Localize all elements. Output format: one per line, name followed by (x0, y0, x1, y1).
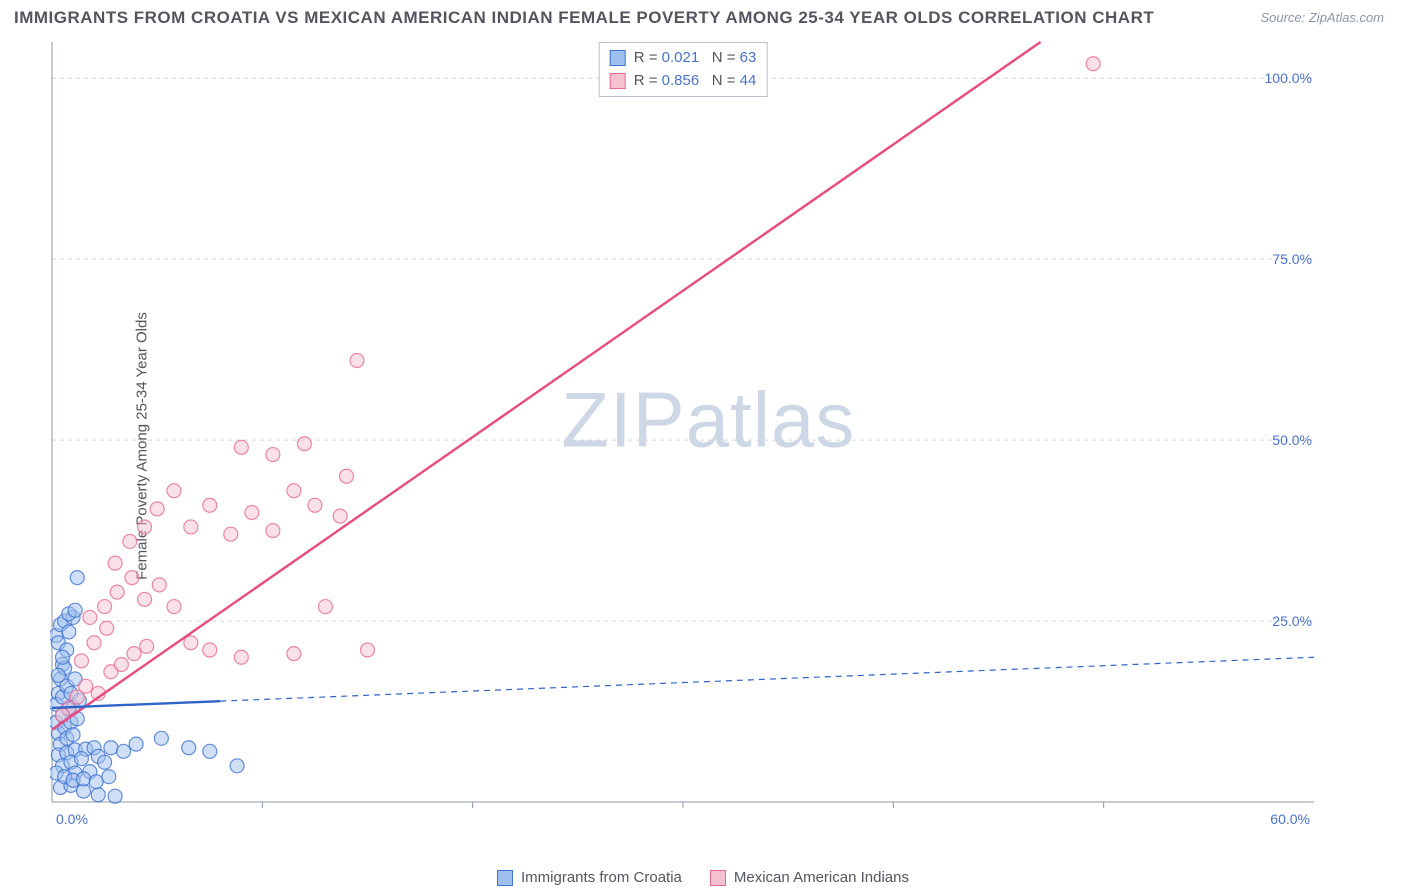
data-point (102, 770, 116, 784)
data-point (138, 592, 152, 606)
data-point (125, 571, 139, 585)
data-point (287, 484, 301, 498)
data-point (91, 788, 105, 802)
data-point (287, 647, 301, 661)
data-point (77, 772, 91, 786)
trend-line-pink (52, 42, 1041, 730)
data-point (98, 600, 112, 614)
series-legend-item: Mexican American Indians (710, 869, 909, 886)
blue-swatch-icon (610, 50, 626, 66)
data-point (74, 654, 88, 668)
y-tick-label: 25.0% (1272, 613, 1312, 629)
data-point (333, 509, 347, 523)
data-point (203, 498, 217, 512)
data-point (114, 657, 128, 671)
scatter-plot-svg: 25.0% 50.0% 75.0% 100.0% 0.0% 60.0% (50, 40, 1316, 832)
legend-stats-text: R = 0.856 N = 44 (634, 70, 757, 93)
legend-row: R = 0.856 N = 44 (610, 70, 757, 93)
data-point (123, 534, 137, 548)
data-point (51, 668, 65, 682)
data-point (83, 610, 97, 624)
legend-stats-text: R = 0.021 N = 63 (634, 47, 757, 70)
data-point (339, 469, 353, 483)
x-tick-label: 60.0% (1270, 811, 1310, 827)
data-point (108, 556, 122, 570)
data-point (234, 440, 248, 454)
source-attribution: Source: ZipAtlas.com (1260, 10, 1384, 25)
data-point (138, 520, 152, 534)
series-legend-item: Immigrants from Croatia (497, 869, 682, 886)
data-point (182, 741, 196, 755)
series-legend-label: Immigrants from Croatia (521, 869, 682, 886)
blue-swatch-icon (497, 870, 513, 886)
data-point (129, 737, 143, 751)
pink-swatch-icon (710, 870, 726, 886)
data-point (87, 636, 101, 650)
data-point (70, 571, 84, 585)
data-point (167, 484, 181, 498)
data-point (140, 639, 154, 653)
data-point (150, 502, 164, 516)
y-tick-label: 100.0% (1265, 70, 1312, 86)
chart-title: IMMIGRANTS FROM CROATIA VS MEXICAN AMERI… (14, 8, 1154, 28)
data-point (234, 650, 248, 664)
legend-row: R = 0.021 N = 63 (610, 47, 757, 70)
data-point (117, 744, 131, 758)
data-point (203, 643, 217, 657)
data-point (245, 505, 259, 519)
trend-line-blue-dashed (220, 657, 1314, 701)
stats-legend: R = 0.021 N = 63R = 0.856 N = 44 (599, 42, 768, 97)
pink-swatch-icon (610, 73, 626, 89)
data-point (361, 643, 375, 657)
data-point (110, 585, 124, 599)
series-legend: Immigrants from Croatia Mexican American … (497, 869, 909, 886)
data-point (127, 647, 141, 661)
data-point (79, 679, 93, 693)
data-point (266, 448, 280, 462)
data-point (56, 650, 70, 664)
data-point (74, 752, 88, 766)
data-point (154, 731, 168, 745)
data-point (318, 600, 332, 614)
data-point (98, 755, 112, 769)
data-point (230, 759, 244, 773)
data-point (297, 437, 311, 451)
data-point (66, 728, 80, 742)
x-tick-label: 0.0% (56, 811, 88, 827)
data-point (203, 744, 217, 758)
data-point (89, 775, 103, 789)
data-point (62, 625, 76, 639)
data-point (266, 524, 280, 538)
chart-plot-area: ZIPatlas 25.0%50.0%75.0%100.0%0.0%60.0% … (50, 40, 1316, 832)
data-point (350, 353, 364, 367)
data-point (68, 603, 82, 617)
data-point (184, 520, 198, 534)
data-point (100, 621, 114, 635)
y-tick-label: 50.0% (1272, 432, 1312, 448)
data-point (167, 600, 181, 614)
data-point (308, 498, 322, 512)
data-point (152, 578, 166, 592)
series-legend-label: Mexican American Indians (734, 869, 909, 886)
y-tick-label: 75.0% (1272, 251, 1312, 267)
data-point (104, 741, 118, 755)
data-point (1086, 57, 1100, 71)
data-point (108, 789, 122, 803)
data-point (224, 527, 238, 541)
